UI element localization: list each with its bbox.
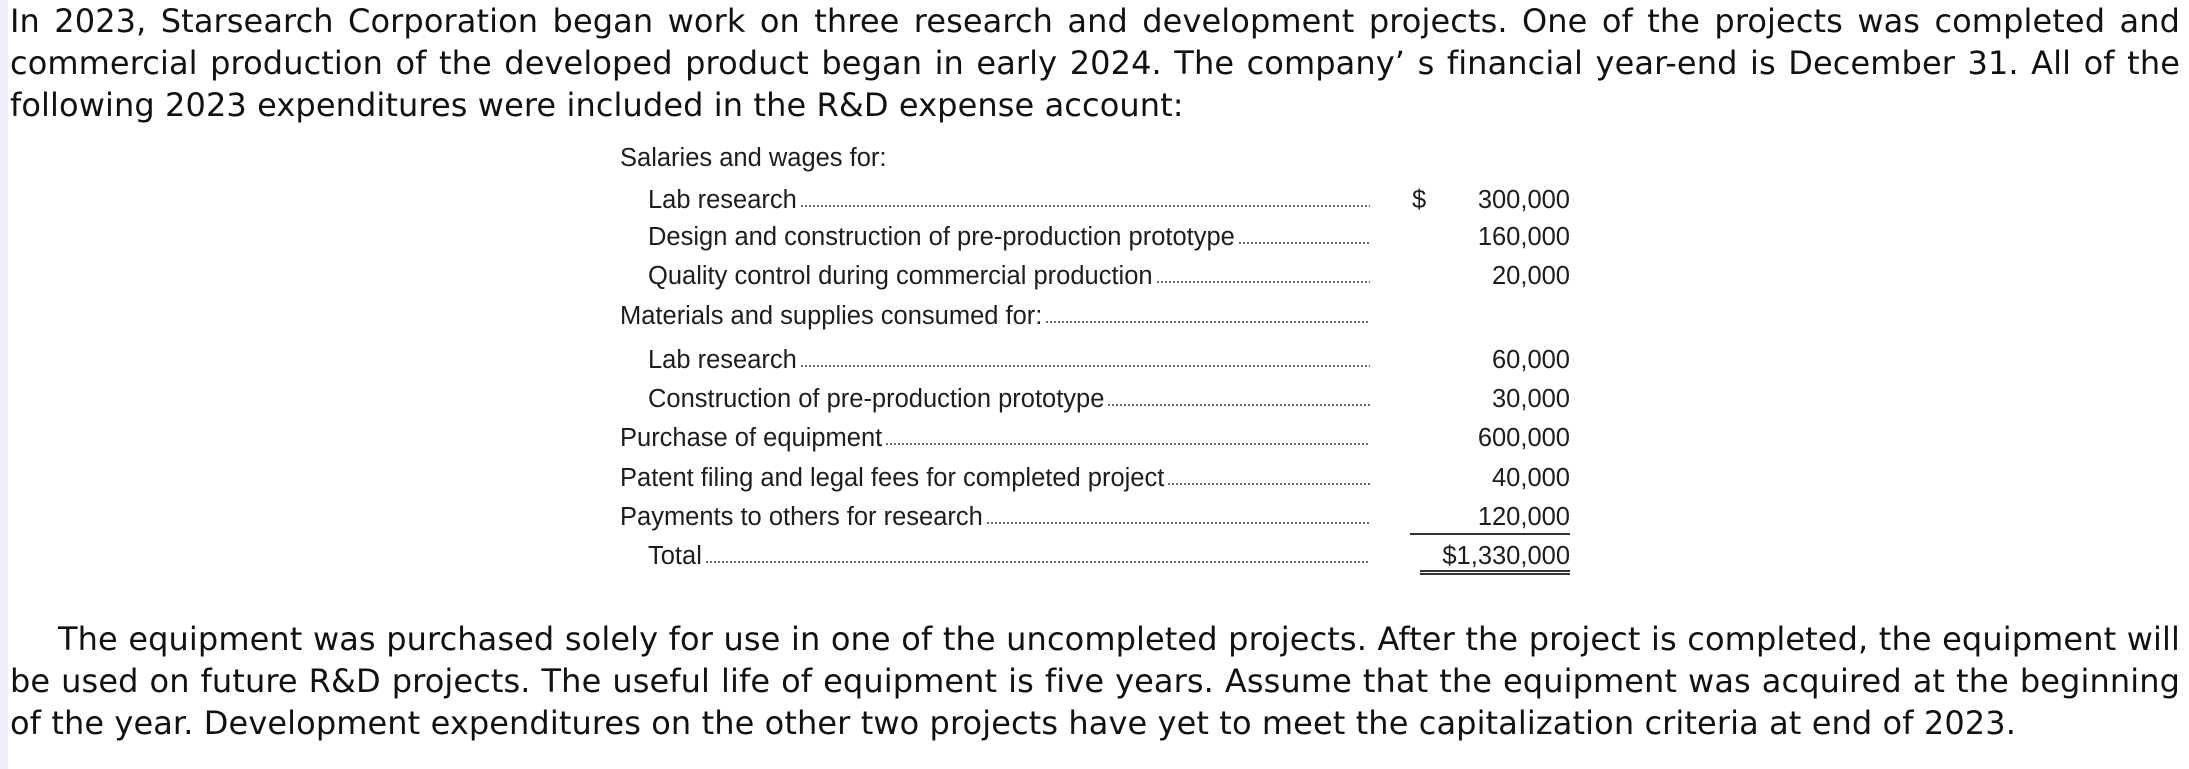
row-label: Lab research [648,345,797,374]
leader-dots [885,442,1370,446]
row-amount: 600,000 [1477,424,1570,452]
intro-paragraph: In 2023, Starsearch Corporation began wo… [10,2,2180,124]
leader-dots [1167,482,1370,486]
table-row-total: Total $1,330,000 [620,536,1570,576]
row-amount: 40,000 [1492,464,1570,492]
leader-dots [799,364,1370,368]
row-label: Construction of pre-production prototype [648,384,1105,413]
row-label: Payments to others for research [620,502,983,531]
left-margin-bar [0,0,8,769]
leader-dots [799,204,1370,208]
table-row-patent-fees: Patent filing and legal fees for complet… [620,458,1570,498]
table-row-materials-header: Materials and supplies consumed for: [620,296,1570,336]
row-label: Lab research [648,185,797,214]
table-row-salaries-header: Salaries and wages for: [620,138,1570,178]
row-label: Purchase of equipment [620,423,883,452]
row-label: Patent filing and legal fees for complet… [620,463,1165,492]
closing-paragraph: The equipment was purchased solely for u… [10,620,2180,742]
leader-dots [1045,320,1370,324]
row-amount: 20,000 [1492,262,1570,290]
table-row-materials-prototype: Construction of pre-production prototype… [620,379,1570,419]
table-row-equipment: Purchase of equipment 600,000 [620,418,1570,458]
dollar-sign: $ [1412,186,1427,214]
row-label: Design and construction of pre-productio… [648,222,1235,251]
table-row-payments-others: Payments to others for research 120,000 [620,497,1570,537]
row-amount: 160,000 [1477,223,1570,251]
row-amount: 300,000 [1477,186,1570,214]
total-amount: $1,330,000 [1420,536,1570,575]
leader-dots [704,560,1370,564]
table-row-salaries-quality-control: Quality control during commercial produc… [620,256,1570,296]
row-label: Salaries and wages for: [620,143,887,172]
table-row-salaries-lab-research: Lab research $ 300,000 [620,180,1570,220]
table-row-salaries-prototype: Design and construction of pre-productio… [620,217,1570,257]
row-amount: 60,000 [1492,346,1570,374]
row-label: Quality control during commercial produc… [648,261,1153,290]
leader-dots [1155,280,1370,284]
row-amount: 30,000 [1492,385,1570,413]
row-label: Total [648,541,702,570]
leader-dots [1237,241,1370,245]
leader-dots [985,521,1370,525]
row-label: Materials and supplies consumed for: [620,301,1043,330]
leader-dots [1107,403,1370,407]
table-row-materials-lab-research: Lab research 60,000 [620,340,1570,380]
row-amount: 120,000 [1410,497,1570,535]
